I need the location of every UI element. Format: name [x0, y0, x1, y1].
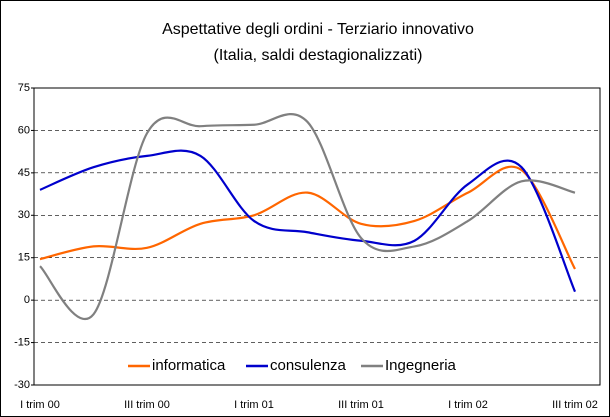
y-tick-label: 15 [18, 252, 30, 264]
y-tick-label: -30 [14, 379, 30, 391]
x-tick-label: I trim 01 [234, 399, 274, 411]
series-line [39, 165, 576, 270]
chart-subtitle: (Italia, saldi destagionalizzati) [214, 47, 423, 64]
plot-area [33, 87, 601, 386]
y-tick-label: 30 [18, 209, 30, 221]
series-line [39, 149, 577, 293]
x-tick-label: III trim 01 [338, 399, 384, 411]
chart-title: Aspettative degli ordini - Terziario inn… [162, 21, 474, 38]
x-tick-label: III trim 00 [124, 399, 170, 411]
y-tick-label: 75 [18, 82, 30, 94]
legend-label: informatica [152, 357, 226, 374]
series-line [39, 113, 576, 320]
legend-label: Ingegneria [385, 357, 457, 374]
legend-label: consulenza [270, 357, 347, 374]
y-tick-label: -15 [14, 336, 30, 348]
y-tick-label: 45 [18, 167, 30, 179]
x-tick-label: I trim 02 [448, 399, 488, 411]
y-tick-label: 0 [24, 294, 30, 306]
y-tick-label: 60 [18, 124, 30, 136]
x-tick-label: III trim 02 [552, 399, 598, 411]
x-tick-label: I trim 00 [20, 399, 60, 411]
